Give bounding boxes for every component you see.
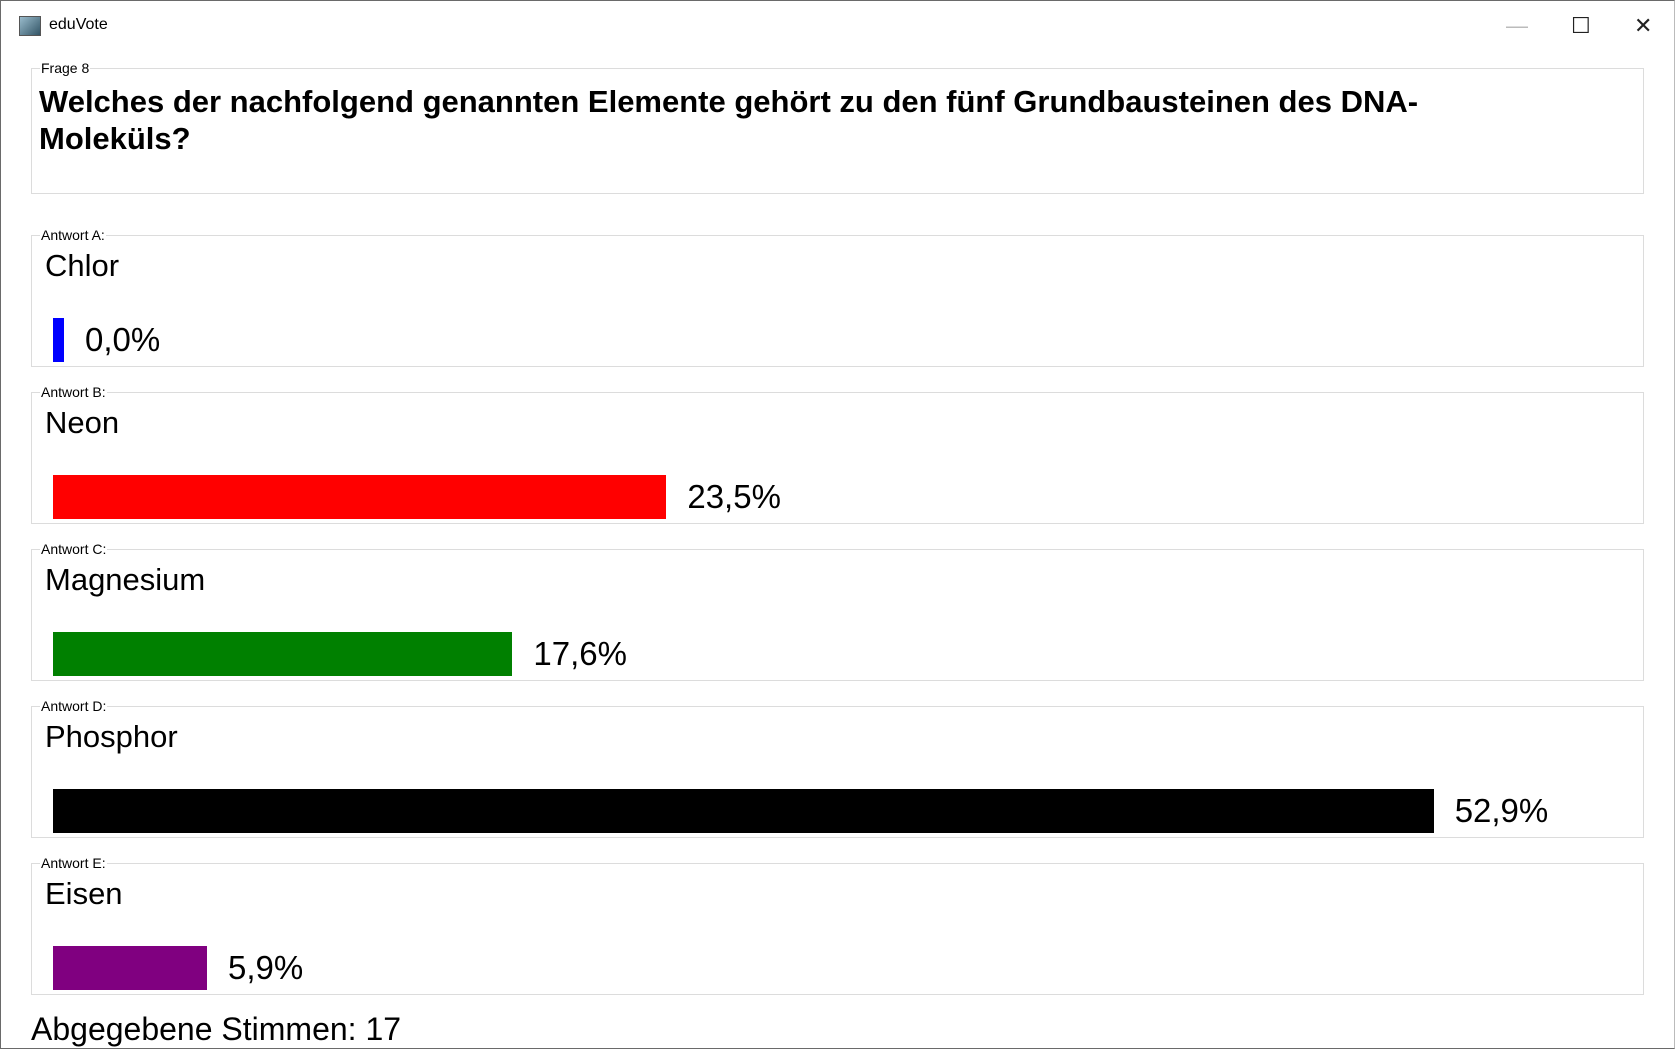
vote-count: Abgegebene Stimmen: 17 xyxy=(31,1011,402,1047)
answer-box: Antwort A: Chlor 0,0% xyxy=(31,227,1644,367)
answer-label: Antwort E: xyxy=(40,855,107,871)
window-title: eduVote xyxy=(49,16,108,33)
result-bar xyxy=(53,632,513,676)
percent-label: 23,5% xyxy=(687,478,781,515)
answer-label: Antwort A: xyxy=(40,227,106,243)
percent-label: 52,9% xyxy=(1454,792,1549,829)
question-label: Frage 8 xyxy=(40,60,91,76)
question-box: Frage 8 Welches der nachfolgend genannte… xyxy=(31,60,1644,194)
answer-box: Antwort E: Eisen 5,9% xyxy=(31,855,1644,995)
result-bar xyxy=(53,789,1434,833)
answer-text: Phosphor xyxy=(45,719,178,754)
minimize-button[interactable]: — xyxy=(1506,13,1528,38)
maximize-button[interactable]: ☐ xyxy=(1571,13,1591,38)
title-bar: eduVote — ☐ ✕ xyxy=(1,1,1674,49)
answer-text: Neon xyxy=(45,405,120,440)
answer-text: Chlor xyxy=(45,248,120,283)
result-bar xyxy=(53,475,667,519)
result-bar xyxy=(53,318,64,362)
result-bar xyxy=(53,946,207,990)
answer-label: Antwort D: xyxy=(40,698,108,714)
answer-label: Antwort B: xyxy=(40,384,107,400)
percent-label: 17,6% xyxy=(533,635,627,672)
app-icon xyxy=(19,16,41,36)
percent-label: 5,9% xyxy=(227,949,304,986)
question-text: Welches der nachfolgend genannten Elemen… xyxy=(39,84,1419,156)
answer-box: Antwort C: Magnesium 17,6% xyxy=(31,541,1644,681)
answer-box: Antwort D: Phosphor 52,9% xyxy=(31,698,1644,838)
percent-label: 0,0% xyxy=(85,321,161,358)
answer-text: Eisen xyxy=(45,876,123,911)
close-button[interactable]: ✕ xyxy=(1634,13,1653,38)
answer-label: Antwort C: xyxy=(40,541,108,557)
answer-box: Antwort B: Neon 23,5% xyxy=(31,384,1644,524)
answer-text: Magnesium xyxy=(45,562,206,597)
